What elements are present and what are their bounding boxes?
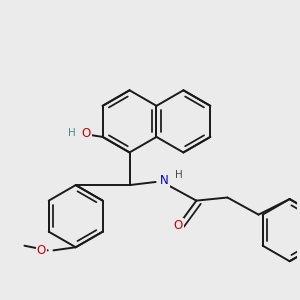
- Text: H: H: [68, 128, 75, 138]
- Text: O: O: [37, 244, 46, 257]
- Text: O: O: [174, 219, 183, 232]
- Text: H: H: [175, 170, 183, 180]
- Text: O: O: [81, 127, 91, 140]
- Text: N: N: [160, 174, 169, 187]
